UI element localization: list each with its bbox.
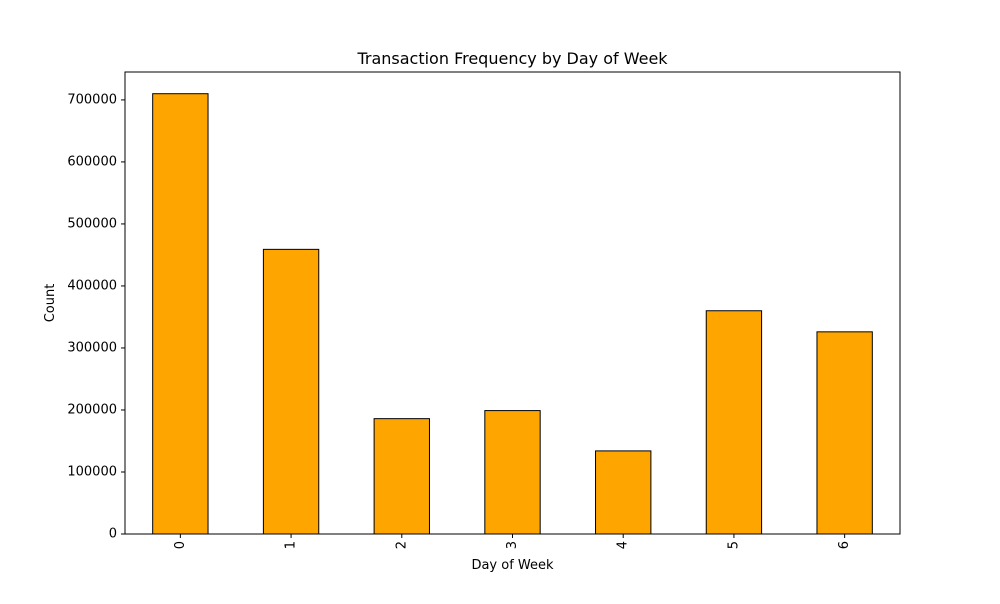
y-tick-label: 300000	[67, 340, 117, 355]
x-tick-label: 3	[505, 541, 520, 549]
y-axis-label: Count	[43, 284, 58, 323]
bar-5	[705, 310, 763, 535]
bar-0	[152, 93, 209, 535]
y-axis: 0 100000 200000 300000 400000 500000 600000 700…	[67, 92, 125, 542]
x-axis: 0 1 2 3 4 5 6	[173, 534, 852, 549]
x-tick-label: 0	[173, 541, 188, 549]
bar-3	[484, 410, 541, 535]
bars-layer	[152, 93, 873, 535]
x-tick-label: 6	[837, 541, 852, 549]
y-tick-label: 400000	[67, 278, 117, 293]
x-axis-label: Day of Week	[471, 558, 554, 573]
bar-6	[816, 331, 873, 535]
y-tick-label: 100000	[67, 464, 117, 479]
x-tick-label: 5	[726, 541, 741, 549]
x-tick-label: 1	[284, 541, 299, 549]
y-tick-label: 700000	[67, 92, 117, 107]
x-tick-label: 4	[616, 541, 631, 549]
x-tick-label: 2	[394, 541, 409, 549]
y-tick-label: 500000	[67, 216, 117, 231]
bar-1	[262, 248, 320, 535]
y-tick-label: 0	[109, 527, 117, 542]
bar-4	[595, 450, 652, 535]
y-tick-label: 600000	[67, 154, 117, 169]
bar-2	[373, 418, 430, 535]
chart-title: Transaction Frequency by Day of Week	[356, 49, 668, 68]
y-tick-label: 200000	[67, 402, 117, 417]
